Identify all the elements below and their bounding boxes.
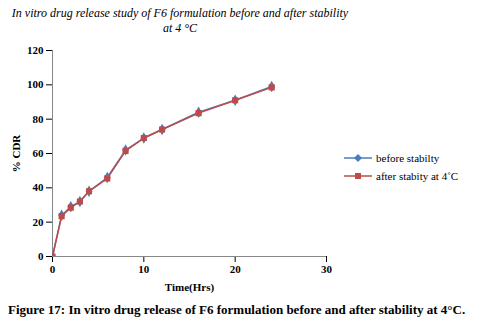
svg-text:30: 30 <box>321 263 333 275</box>
svg-text:120: 120 <box>27 44 44 56</box>
html-text:Figure 17: In vitro drug relea: Figure 17: In vitro drug release of F6 f… <box>8 302 466 317</box>
svg-text:Time(Hrs): Time(Hrs) <box>165 281 215 294</box>
html-text:In vitro drug release study of: In vitro drug release study of F6 formul… <box>11 6 349 35</box>
svg-text:80: 80 <box>33 113 45 125</box>
svg-text:0: 0 <box>38 250 44 262</box>
svg-text:100: 100 <box>27 78 44 90</box>
svg-text:60: 60 <box>33 147 45 159</box>
html-text:after stabity at 4˚C: after stabity at 4˚C <box>376 170 459 182</box>
svg-text:40: 40 <box>33 181 45 193</box>
html-text:before stabilty: before stabilty <box>376 152 440 164</box>
svg-text:% CDR: % CDR <box>10 134 22 173</box>
svg-text:20: 20 <box>230 263 242 275</box>
svg-text:0: 0 <box>50 263 56 275</box>
svg-text:10: 10 <box>138 263 150 275</box>
svg-text:20: 20 <box>33 216 45 228</box>
